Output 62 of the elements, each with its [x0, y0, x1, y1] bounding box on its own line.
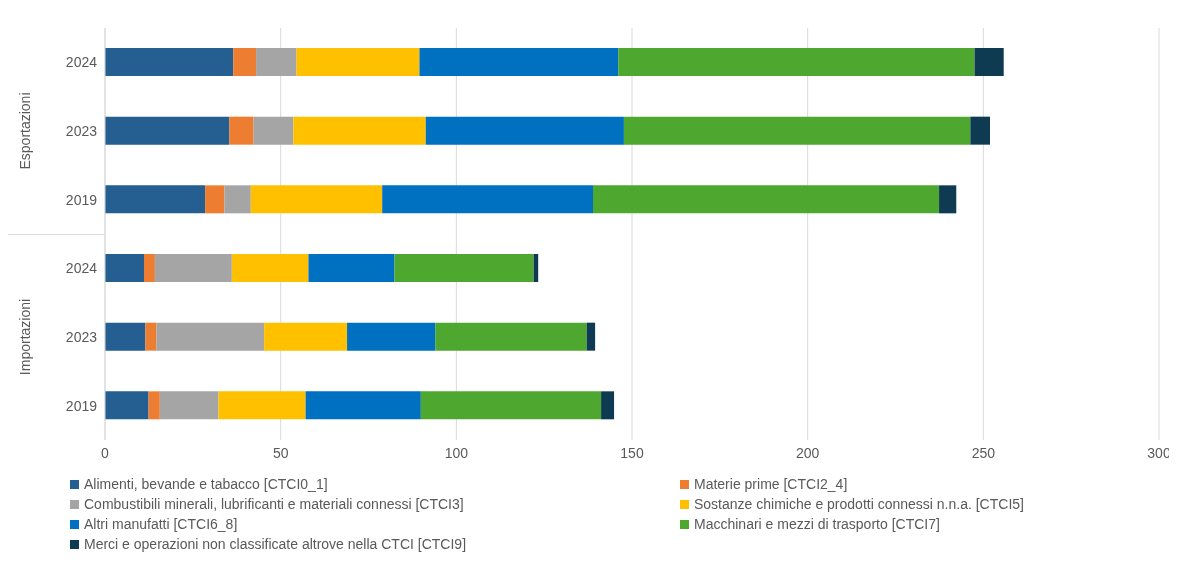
- bar: [145, 322, 157, 351]
- bar: [308, 254, 395, 282]
- bar: [939, 185, 957, 214]
- bar: [233, 48, 257, 76]
- bar: [105, 185, 206, 214]
- bar: [419, 48, 619, 76]
- y-tick-label: 2019: [65, 191, 98, 208]
- y-tick-label: 2023: [65, 328, 98, 345]
- bar: [305, 391, 421, 420]
- bar: [231, 254, 309, 282]
- bar: [293, 116, 426, 145]
- legend-label: Combustibili minerali, lubrificanti e materiali connessi [CTCI3]: [84, 496, 464, 512]
- bar: [148, 391, 160, 420]
- bar: [601, 391, 615, 420]
- bar: [296, 48, 420, 76]
- bar: [394, 254, 534, 282]
- bar: [144, 254, 155, 282]
- x-tick-label: 100: [444, 444, 469, 461]
- bar: [154, 254, 232, 282]
- legend-label: Macchinari e mezzi di trasporto [CTCI7]: [694, 516, 940, 532]
- bar: [105, 391, 149, 420]
- bar: [105, 116, 230, 145]
- bar: [593, 185, 940, 214]
- bar: [618, 48, 975, 76]
- y-tick-label: 2024: [65, 54, 98, 71]
- bar: [224, 185, 251, 214]
- bar: [229, 116, 254, 145]
- bar: [970, 116, 991, 145]
- bar: [420, 391, 602, 420]
- y-tick-label: 2024: [65, 260, 98, 277]
- legend-label: Altri manufatti [CTCI6_8]: [84, 516, 238, 532]
- y-tick-label: 2019: [65, 397, 98, 414]
- bar: [105, 254, 144, 282]
- bar: [425, 116, 624, 145]
- bar: [382, 185, 593, 214]
- bar: [347, 322, 436, 351]
- y-tick-label: 2023: [65, 122, 98, 139]
- bar: [253, 116, 294, 145]
- bar: [256, 48, 297, 76]
- x-tick-label: 250: [971, 444, 996, 461]
- bar: [105, 48, 234, 76]
- bar: [623, 116, 971, 145]
- bar: [264, 322, 348, 351]
- bar: [105, 322, 146, 351]
- x-tick-label: 200: [795, 444, 820, 461]
- text: Esportazioni: [17, 92, 34, 170]
- x-tick-label: 50: [272, 444, 289, 461]
- bar: [159, 391, 219, 420]
- legend-label: Alimenti, bevande e tabacco [CTCI0_1]: [84, 476, 328, 492]
- x-tick-label: 0: [101, 444, 110, 461]
- text: Importazioni: [17, 298, 34, 376]
- legend-label: Sostanze chimiche e prodotti connessi n.n.a. [CTCI5]: [694, 496, 1024, 512]
- bar: [586, 322, 596, 351]
- legend-label: Merci e operazioni non classificate altrove nella CTCI [CTCI9]: [84, 536, 467, 552]
- bar: [974, 48, 1004, 76]
- bar: [156, 322, 265, 351]
- x-tick-label: 150: [620, 444, 644, 461]
- bar: [250, 185, 383, 214]
- legend-label: Materie prime [CTCI2_4]: [694, 476, 848, 492]
- bar: [435, 322, 587, 351]
- bar: [205, 185, 225, 214]
- bar: [218, 391, 306, 420]
